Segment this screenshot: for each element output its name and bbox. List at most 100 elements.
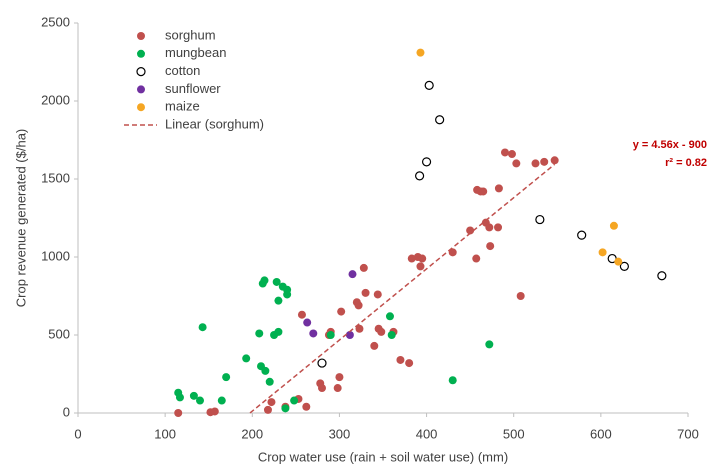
point [303,318,312,327]
point [272,277,281,286]
legend-marker [137,49,145,58]
trend-equation: y = 4.56x - 900 [633,139,707,151]
point [210,407,219,416]
legend-label: maize [165,99,200,114]
x-tick-label: 400 [416,426,438,441]
point [348,270,357,279]
point [359,263,368,272]
x-tick-label: 100 [154,426,176,441]
y-axis-title: Crop revenue generated ($/ha) [13,129,28,308]
point [507,150,516,159]
point [267,398,276,407]
point [373,290,382,299]
point [614,257,623,266]
point [174,409,183,417]
point [512,159,521,168]
legend-label: mungbean [165,45,226,60]
point [619,261,629,271]
y-tick-label: 1000 [41,248,70,263]
x-tick-label: 300 [329,426,351,441]
y-tick-label: 0 [63,404,70,419]
trend-r2: r² = 0.82 [665,157,707,169]
point [657,271,667,281]
point [501,148,509,157]
point [577,230,587,240]
point [421,157,432,167]
point [424,80,434,91]
point [335,373,344,382]
point [405,359,414,368]
point [415,171,425,181]
point [494,223,503,232]
point [377,327,386,336]
legend-marker [137,103,145,112]
point [281,404,290,413]
point [318,384,326,393]
point [175,393,184,402]
point [355,324,364,333]
point [217,396,226,405]
point [222,373,231,382]
y-tick-label: 2500 [41,14,70,29]
point [479,187,488,196]
point [466,226,475,235]
point [189,391,198,400]
point [370,341,379,350]
legend-label: sorghum [165,27,216,42]
trendline [249,163,556,414]
point [448,376,457,385]
point [309,329,318,338]
legend-marker [136,66,146,77]
point [387,331,396,339]
point [396,355,405,364]
point [609,221,618,230]
point [274,296,283,305]
point [418,254,427,263]
point [196,396,204,405]
point [302,402,311,411]
point [531,159,540,168]
point [540,157,549,166]
point [290,396,299,405]
point [535,214,545,225]
point [345,331,354,339]
point [242,354,251,363]
y-tick-label: 500 [48,326,70,341]
point [435,115,445,125]
legend-marker [137,32,145,40]
point [550,156,559,165]
point [274,327,283,336]
x-axis-title: Crop water use (rain + soil water use) (… [258,449,508,464]
point [407,254,416,263]
point [326,331,335,339]
point [472,254,481,263]
legend-label: sunflower [165,81,221,96]
point [265,377,274,386]
point [416,48,425,57]
y-tick-label: 1500 [41,170,70,185]
point [416,262,425,271]
legend-label: cotton [165,63,200,78]
point [263,405,272,414]
point [385,312,394,321]
legend-label: Linear (sorghum) [165,116,264,131]
point [333,384,342,393]
x-tick-label: 500 [503,426,525,441]
point [494,184,503,193]
legend-marker [137,85,145,94]
point [485,340,494,349]
point [337,307,346,316]
point [198,323,207,332]
point [283,285,292,294]
point [261,366,270,375]
point [598,248,607,257]
point [448,248,457,257]
point [354,301,363,310]
point [317,358,327,368]
point [361,288,370,297]
point [516,292,525,300]
x-tick-label: 600 [590,426,612,441]
point [485,223,494,232]
point [486,242,495,251]
